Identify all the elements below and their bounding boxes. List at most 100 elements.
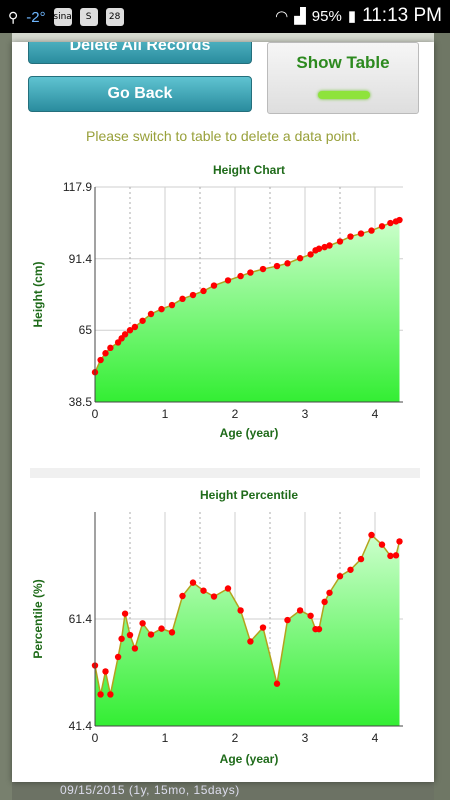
percentile-data-point (347, 566, 354, 573)
percentile-data-point (387, 552, 394, 560)
percentile-data-point (168, 629, 176, 636)
height-data-point (237, 272, 244, 280)
percentile-y-axis-label: Percentile (%) (31, 579, 45, 658)
percentile-data-point (97, 691, 104, 698)
height-data-point (307, 251, 314, 258)
height-data-point (210, 282, 218, 289)
height-data-point (357, 230, 365, 237)
height-data-point (368, 227, 375, 234)
percentile-data-point (210, 593, 218, 600)
percentile-data-point (200, 587, 207, 594)
height-data-point (158, 305, 165, 313)
height-data-point (296, 255, 304, 262)
height-data-point (321, 243, 328, 251)
height-data-point (200, 287, 207, 295)
percentile-data-point (224, 585, 232, 592)
height-data-point (131, 323, 139, 331)
temperature-text: -2° (26, 8, 46, 26)
height-y-tick-label: 117.9 (63, 180, 92, 194)
background-record-text: 09/15/2015 (1y, 15mo, 15days) (60, 783, 240, 797)
height-data-point (121, 331, 129, 338)
percentile-title: Height Percentile (200, 488, 298, 502)
percentile-data-point (121, 610, 129, 617)
percentile-data-point (315, 625, 323, 633)
percentile-y-tick-label: 61.4 (69, 612, 93, 626)
percentile-x-tick-label: 2 (232, 731, 239, 745)
height-x-tick-label: 2 (232, 407, 239, 421)
percentile-chart: Height Percentile 0 1 2 3 4 41.4 61.4 Age (year)… (31, 488, 403, 766)
percentile-area (95, 535, 400, 726)
height-data-point (247, 269, 254, 276)
usb-icon: ⚲ (8, 8, 19, 25)
percentile-data-point (326, 589, 333, 596)
percentile-data-point (307, 612, 314, 619)
height-area (95, 220, 400, 402)
height-y-tick-label: 65 (79, 323, 93, 337)
height-data-point (224, 277, 232, 284)
percentile-data-point (131, 645, 139, 652)
percentile-data-point (336, 573, 344, 580)
percentile-data-point (259, 624, 267, 631)
percentile-data-point (357, 555, 365, 563)
toggle-indicator-icon (318, 91, 370, 99)
height-data-point (315, 245, 323, 252)
percentile-data-point (273, 680, 281, 687)
show-table-button[interactable]: Show Table (267, 42, 419, 114)
height-y-axis-label: Height (cm) (31, 261, 45, 327)
height-data-point (396, 216, 403, 224)
height-data-point (126, 327, 134, 334)
percentile-data-point (126, 631, 134, 639)
height-data-point (378, 223, 386, 230)
percentile-data-point (247, 638, 254, 645)
height-data-point (179, 295, 186, 303)
height-x-tick-label: 4 (372, 407, 379, 421)
delete-hint-text: Please switch to table to delete a data … (86, 128, 360, 144)
height-x-tick-label: 1 (162, 407, 169, 421)
height-chart: Height Chart 0 1 2 3 4 38.5 65 91.4 117.9 Age (yea… (31, 163, 403, 440)
signal-icon: ▟ (294, 8, 306, 25)
height-data-point (336, 238, 344, 245)
percentile-data-point (237, 607, 244, 614)
s-app-icon: S (79, 8, 98, 26)
percentile-data-point (158, 625, 165, 632)
height-data-point (326, 242, 333, 249)
show-table-label: Show Table (296, 53, 390, 72)
wifi-icon: ◠ (275, 8, 289, 25)
height-y-tick-label: 91.4 (69, 252, 93, 266)
percentile-data-point (147, 631, 155, 638)
chart-dialog: Delete All Records Go Back Show Table Pl… (12, 42, 434, 782)
percentile-x-tick-label: 1 (162, 731, 169, 745)
percentile-x-tick-label: 4 (372, 731, 379, 745)
height-data-point (189, 291, 197, 299)
height-x-tick-label: 0 (92, 407, 99, 421)
height-data-point (347, 233, 354, 240)
height-chart-panel: Height Chart 0 1 2 3 4 38.5 65 91.4 117.9 Age (yea… (30, 154, 420, 466)
sina-icon: sina (53, 8, 72, 26)
percentile-data-point (392, 552, 400, 559)
calendar-icon: 28 (105, 8, 124, 26)
percentile-data-point (189, 579, 197, 586)
battery-icon: ▮ (347, 8, 357, 25)
height-data-point (284, 260, 291, 267)
chart-separator (30, 468, 420, 478)
percentile-data-point (118, 635, 125, 642)
background-left-edge (0, 33, 12, 800)
height-y-tick-label: 38.5 (69, 395, 93, 409)
status-left: ⚲ -2° sina S 28 (8, 6, 124, 28)
percentile-data-point (368, 531, 375, 539)
height-x-axis-label: Age (year) (220, 426, 279, 440)
height-data-point (97, 356, 104, 364)
height-data-point (387, 219, 394, 227)
go-back-button[interactable]: Go Back (28, 76, 252, 112)
percentile-data-point (396, 538, 403, 545)
percentile-data-point (321, 598, 328, 606)
delete-all-records-button[interactable]: Delete All Records (28, 42, 252, 64)
percentile-data-point (179, 592, 186, 600)
percentile-data-point (102, 668, 109, 675)
height-data-point (147, 310, 155, 318)
background-right-edge (434, 33, 450, 800)
percentile-data-point (139, 620, 146, 627)
percentile-data-point (107, 691, 114, 698)
percentile-x-tick-label: 3 (302, 731, 309, 745)
percentile-x-tick-label: 0 (92, 731, 99, 745)
